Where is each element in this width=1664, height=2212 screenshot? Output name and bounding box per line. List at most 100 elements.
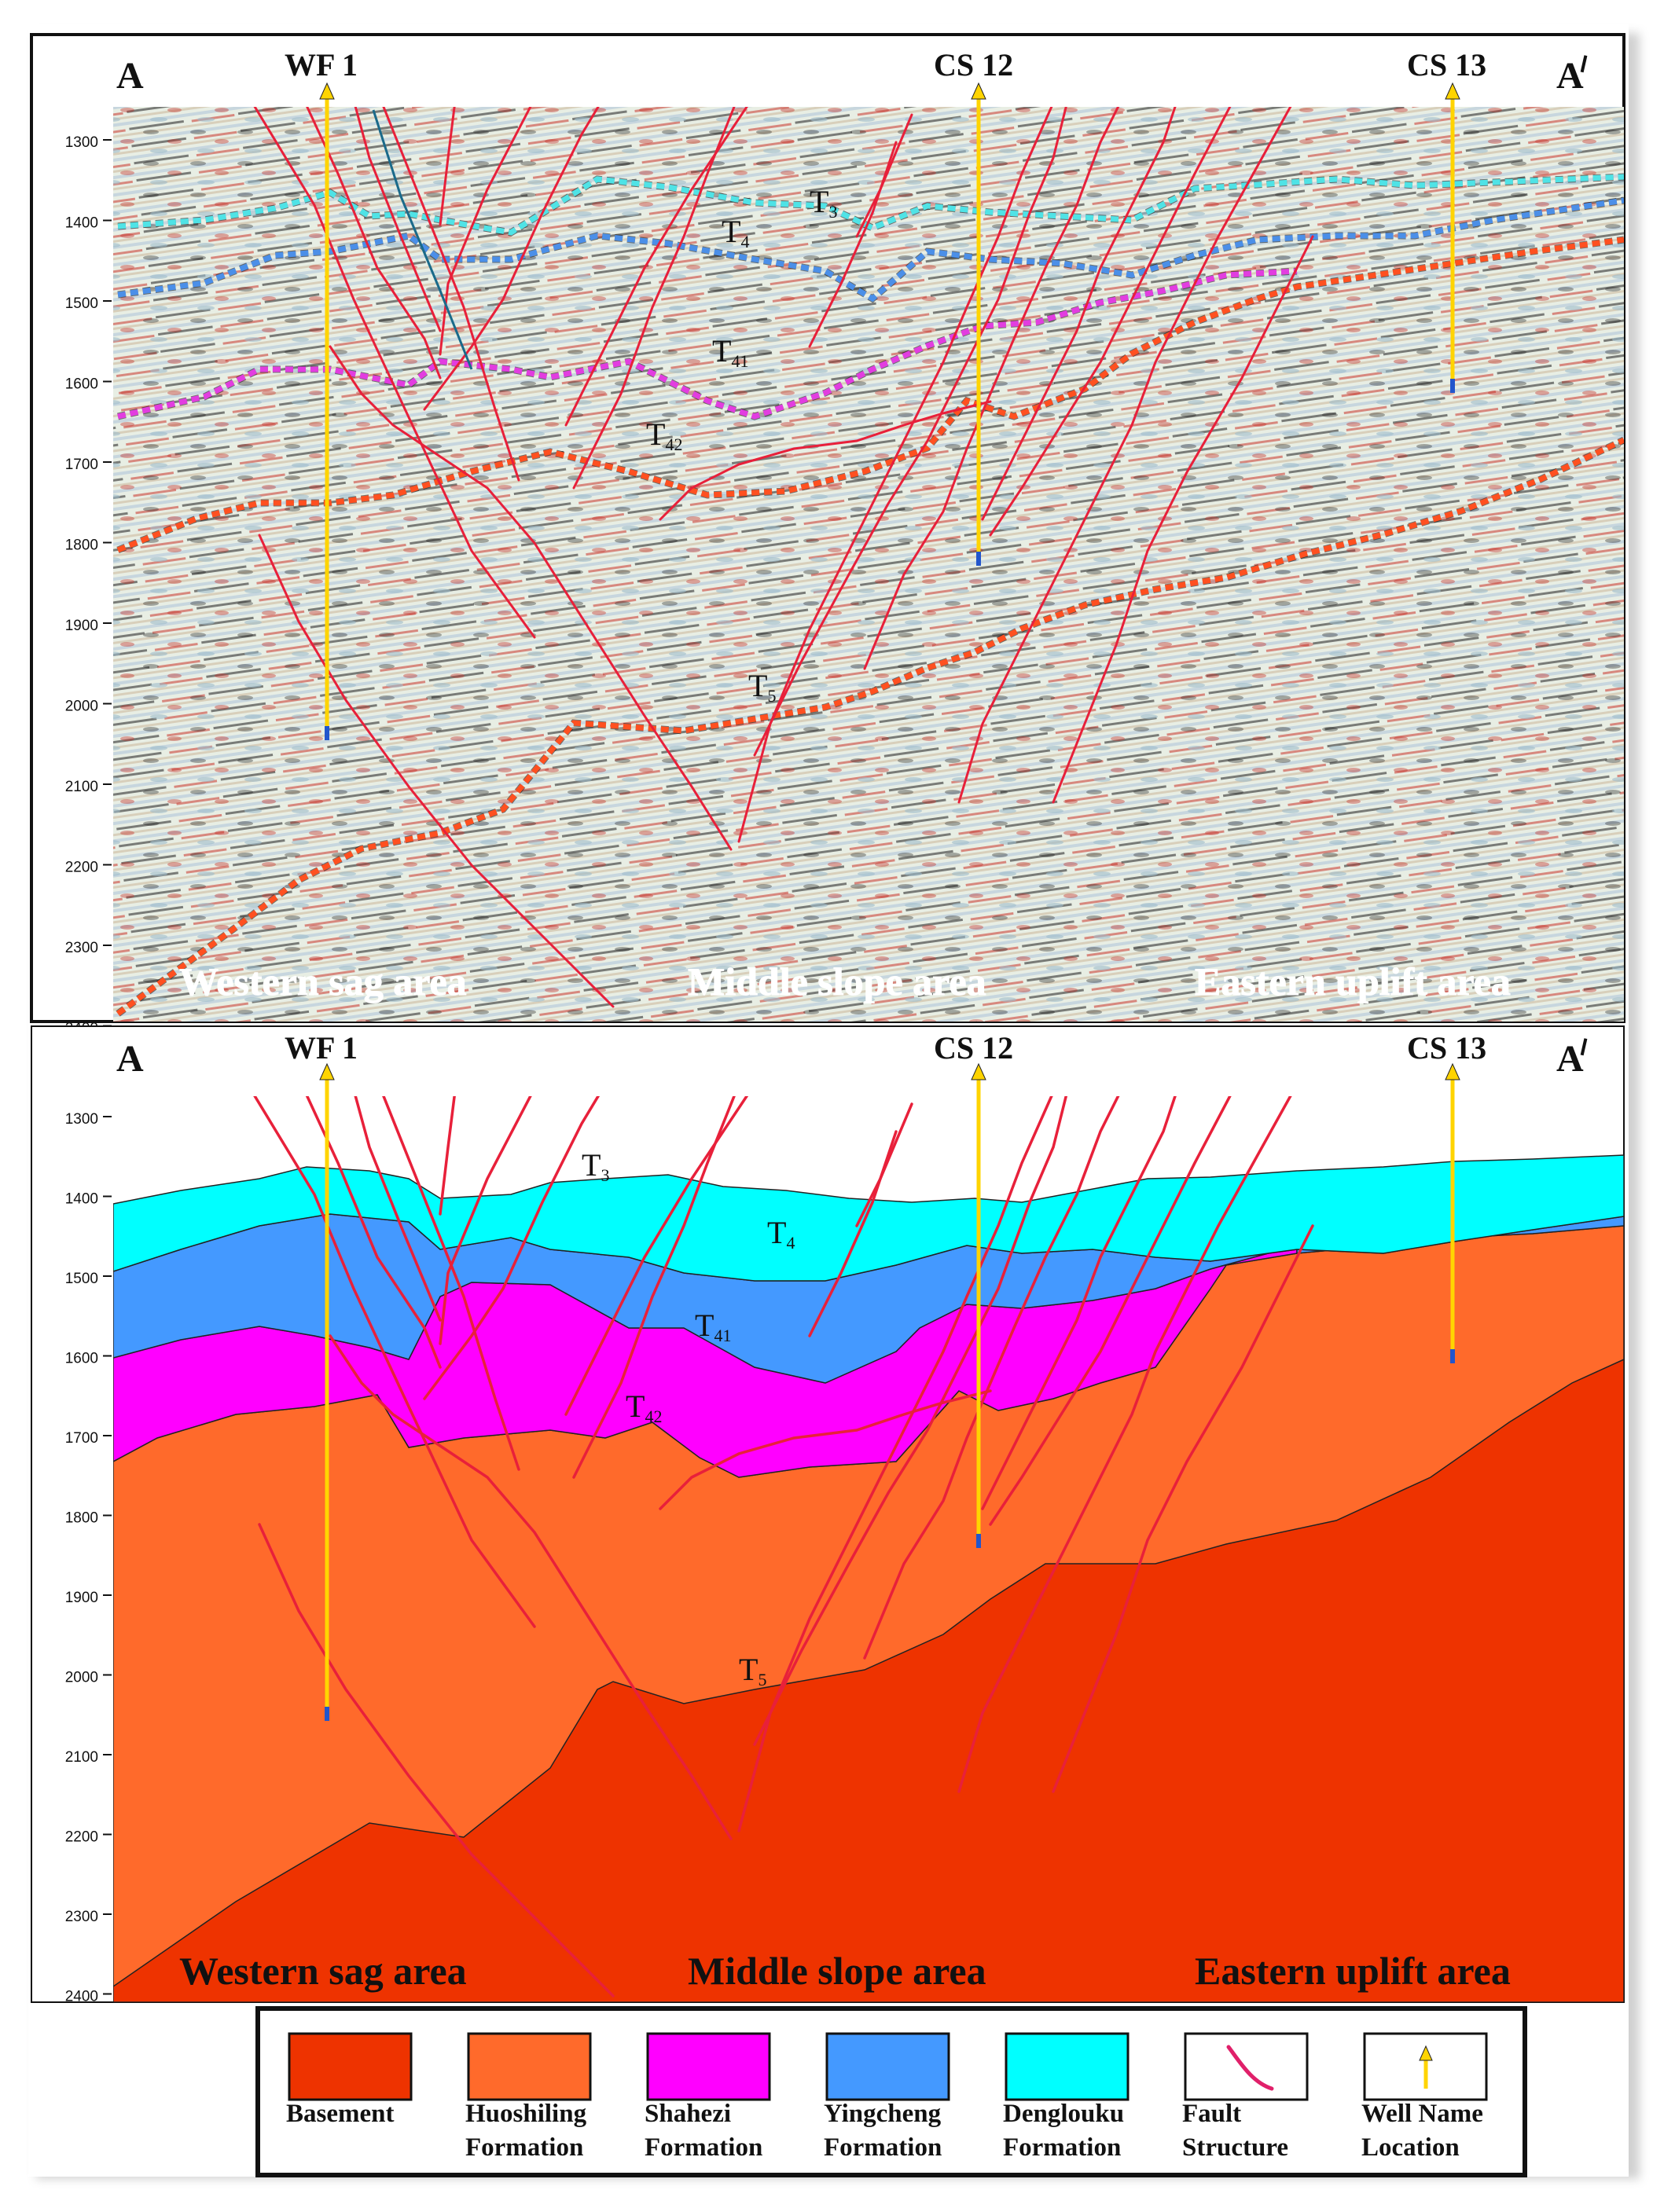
- legend-item: Shahezi Formation: [645, 2032, 771, 2162]
- fault-line: [253, 107, 536, 639]
- well-arrow-icon: [319, 1062, 335, 1080]
- interpreted-horizons: [116, 173, 1624, 1017]
- legend-label: Location: [1361, 2133, 1460, 2162]
- legend-swatch: [1005, 2032, 1130, 2101]
- fault-line: [423, 107, 600, 411]
- fault-line: [753, 107, 1067, 757]
- fault-line: [564, 107, 748, 427]
- legend-item: Well Name Location: [1361, 2032, 1488, 2162]
- fault-line: [329, 1334, 733, 1840]
- fault-icon: [1226, 2045, 1274, 2091]
- fault-line: [382, 107, 520, 482]
- horizon-label: T41: [712, 333, 748, 371]
- horizon-label: T3: [582, 1147, 609, 1185]
- seismic-wells: [319, 82, 1460, 740]
- fault-line: [354, 107, 442, 332]
- depth-tick-label: 2200: [65, 1829, 98, 1846]
- well-arrow-icon: [971, 82, 986, 100]
- well-arrow-icon: [971, 1062, 986, 1080]
- well-name-label: CS 13: [1407, 1030, 1486, 1066]
- horizon-pick: [117, 174, 1624, 236]
- horizon-pick: [117, 197, 1624, 303]
- legend-label: Formation: [1003, 2133, 1121, 2162]
- horizon-label: T41: [695, 1308, 731, 1345]
- end-label-prime: [1580, 55, 1588, 73]
- fault-line: [989, 107, 1232, 537]
- fault-line: [439, 1096, 532, 1345]
- start-label: A: [116, 1038, 144, 1080]
- horizon-pick: [116, 237, 1624, 553]
- fault-line: [1052, 1224, 1314, 1793]
- depth-tick-label: 2200: [65, 860, 98, 876]
- seismic-labels: A A WF 1 CS 12 CS 13 Western sag area Middle s…: [116, 47, 1588, 1004]
- depth-tick-label: 1600: [65, 376, 98, 393]
- seismic-faults: [253, 107, 1314, 1008]
- depth-tick-label: 2000: [65, 699, 98, 715]
- legend-label: Huoshiling: [465, 2100, 587, 2128]
- end-label: A: [1556, 1038, 1584, 1080]
- legend-swatch: [288, 2032, 413, 2101]
- depth-tick-label: 1500: [65, 1271, 98, 1287]
- well-arrow-icon: [1445, 82, 1460, 100]
- depth-tick-label: 1900: [65, 1590, 98, 1606]
- seismic-depth-axis: 1300 1400 1500 1600 1700 1800 1900 2000 2100 2200…: [65, 134, 112, 1037]
- fault-line: [989, 1096, 1232, 1526]
- legend-swatch: [1184, 2032, 1309, 2101]
- fault-line: [329, 345, 733, 851]
- horizon-label: T4: [767, 1215, 795, 1253]
- depth-tick-label: 1400: [65, 215, 98, 232]
- legend-label: Well Name: [1361, 2100, 1483, 2128]
- depth-tick-label: 1500: [65, 295, 98, 312]
- depth-tick-label: 1800: [65, 1510, 98, 1527]
- fault-line: [863, 1096, 1120, 1660]
- area-label: Western sag area: [179, 1949, 467, 1993]
- legend: Basement Huoshiling Formation Shahezi Format…: [255, 2006, 1527, 2177]
- well-name-label: WF 1: [285, 47, 358, 83]
- legend-label: Yingcheng: [824, 2100, 942, 2128]
- depth-tick-label: 2300: [65, 940, 98, 956]
- fault-line: [439, 1096, 456, 1216]
- area-label: Eastern uplift area: [1195, 1949, 1511, 1993]
- basement-layer: [113, 1359, 1624, 2002]
- legend-item: Fault Structure: [1182, 2032, 1309, 2162]
- fault-line: [737, 107, 1053, 843]
- horizon-label: T4: [722, 214, 749, 251]
- legend-item: Basement: [286, 2032, 413, 2128]
- well-bottom-marker: [325, 726, 329, 740]
- fault-line: [957, 107, 1292, 804]
- fault-line: [306, 107, 442, 380]
- depth-tick-label: 1600: [65, 1351, 98, 1367]
- geologic-model-panel: 1300 1400 1500 1600 1700 1800 1900 2000 2100 2200…: [31, 1025, 1625, 2005]
- area-label: Middle slope area: [688, 959, 986, 1003]
- seismic-noise: [113, 107, 1624, 1022]
- fault-line: [753, 1096, 1068, 1746]
- well-arrow-icon: [1445, 1062, 1460, 1080]
- legend-label: Formation: [465, 2133, 583, 2162]
- depth-tick-label: 2100: [65, 1749, 98, 1766]
- depth-tick-label: 1800: [65, 537, 98, 554]
- well-arrow-icon: [319, 82, 335, 100]
- legend-label: Fault: [1182, 2100, 1241, 2128]
- fault-line: [659, 1389, 992, 1510]
- well-name-label: CS 13: [1407, 47, 1486, 83]
- depth-tick-label: 2100: [65, 779, 98, 795]
- depth-tick-label: 1700: [65, 457, 98, 473]
- depth-tick-label: 2300: [65, 1909, 98, 1925]
- well-bottom-marker: [1450, 379, 1455, 393]
- legend-swatch: [646, 2032, 771, 2101]
- legend-label: Shahezi: [645, 2100, 731, 2128]
- depth-tick-label: 2400: [65, 1989, 98, 2005]
- horizon-label: T5: [748, 668, 776, 706]
- legend-swatch: [825, 2032, 950, 2101]
- horizon-label: T42: [626, 1388, 662, 1426]
- area-label: Western sag area: [179, 959, 467, 1003]
- fault-line: [659, 400, 992, 521]
- legend-label: Structure: [1182, 2133, 1288, 2162]
- legend-swatch: [467, 2032, 592, 2101]
- depth-tick-label: 1300: [65, 1111, 98, 1128]
- horizon-label: T5: [739, 1652, 766, 1689]
- model-labels: A A WF 1 CS 12 CS 13 Western sag area Middle s…: [116, 1030, 1588, 1993]
- fault-line: [258, 1523, 615, 1997]
- legend-label: Formation: [645, 2133, 762, 2162]
- fault-line: [855, 1102, 913, 1227]
